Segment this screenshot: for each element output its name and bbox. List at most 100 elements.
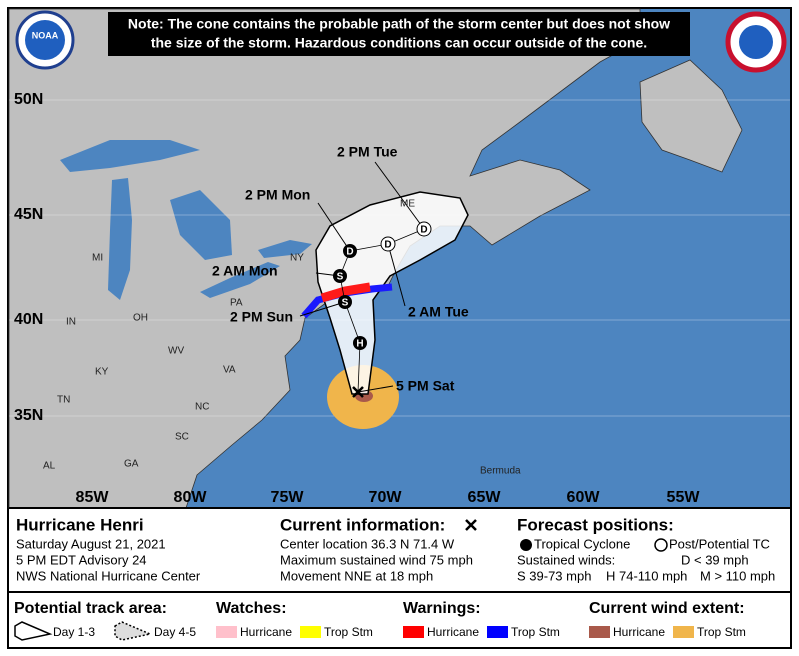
day13-icon <box>14 621 53 641</box>
point-marker <box>333 269 347 283</box>
noaa-logo-inner <box>25 20 65 60</box>
point-marker <box>338 295 352 309</box>
region-label: ME <box>400 199 415 210</box>
longitude-label: 60W <box>567 489 601 506</box>
region-label: GA <box>124 459 139 470</box>
legend-item: Hurricane <box>613 625 665 639</box>
storm-name: Hurricane Henri <box>16 515 144 534</box>
wind-class: S 39-73 mph <box>517 568 591 583</box>
note-box <box>108 12 690 56</box>
storm-info: 5 PM EDT Advisory 24 <box>16 552 147 567</box>
legend-heading: Current wind extent: <box>589 600 745 617</box>
swatch <box>216 626 237 638</box>
region-label: KY <box>95 367 109 378</box>
longitude-label: 70W <box>369 489 403 506</box>
swatch <box>300 626 321 638</box>
swatch <box>589 626 610 638</box>
current-heading: Current information: <box>280 515 445 534</box>
legend-heading: Watches: <box>216 600 287 617</box>
legend-item: Trop Stm <box>511 625 560 639</box>
region-label: SC <box>175 432 189 443</box>
day45-icon <box>114 621 153 641</box>
legend-item: Hurricane <box>427 625 479 639</box>
latitude-label: 50N <box>14 91 43 108</box>
point-label: S <box>342 298 349 309</box>
legend-item: Trop Stm <box>697 625 746 639</box>
region-label: AL <box>43 461 56 472</box>
hurricane-warning <box>320 282 371 303</box>
current-position <box>352 386 364 398</box>
newfoundland <box>639 59 743 173</box>
storm-info: Saturday August 21, 2021 <box>16 536 166 551</box>
legend-item: Day 4-5 <box>154 625 196 639</box>
leader-line <box>317 202 351 252</box>
forecast-info: Sustained winds: <box>517 552 615 567</box>
region-label: NC <box>195 402 209 413</box>
wind-class: D < 39 mph <box>681 552 749 567</box>
lake-ontario <box>258 240 312 258</box>
region-label: WV <box>168 346 184 357</box>
longitude-label: 75W <box>271 489 305 506</box>
forecast-info: Post/Potential TC <box>669 536 770 551</box>
forecast-heading: Forecast positions: <box>517 515 674 534</box>
region-label: IN <box>66 317 76 328</box>
region-label: NY <box>290 253 304 264</box>
wind-class: M > 110 mph <box>700 568 775 583</box>
time-label: 2 PM Tue <box>337 144 398 160</box>
note-text: the size of the storm. Hazardous conditi… <box>151 35 647 51</box>
region-label: TN <box>57 395 70 406</box>
time-label: 2 PM Mon <box>245 187 310 203</box>
legend-heading: Potential track area: <box>14 600 167 617</box>
time-label: 2 AM Tue <box>408 304 469 320</box>
current-info: Maximum sustained wind 75 mph <box>280 552 473 567</box>
point-marker <box>380 236 396 252</box>
longitude-label: 85W <box>76 489 110 506</box>
region-label: VA <box>223 365 236 376</box>
longitude-label: 80W <box>174 489 208 506</box>
legend-item: Day 1-3 <box>53 625 95 639</box>
latitude-label: 40N <box>14 311 43 328</box>
legend-item: Trop Stm <box>324 625 373 639</box>
leader-line <box>357 385 394 393</box>
forecast-info: Tropical Cyclone <box>534 536 630 551</box>
longitude-label: 65W <box>468 489 502 506</box>
swatch <box>673 626 694 638</box>
point-label: D <box>420 225 427 236</box>
noaa-logo-text: NOAA <box>32 30 59 40</box>
legend-heading: Warnings: <box>403 600 481 617</box>
post-icon <box>654 538 668 552</box>
point-label: H <box>356 339 363 350</box>
point-marker <box>353 336 367 350</box>
point-marker <box>416 221 432 237</box>
time-label: 2 AM Mon <box>212 263 278 279</box>
time-label: 5 PM Sat <box>396 378 455 394</box>
current-info: Center location 36.3 N 71.4 W <box>280 536 455 551</box>
point-marker <box>343 244 357 258</box>
region-label: MI <box>92 253 103 264</box>
current-icon <box>465 519 477 531</box>
time-label: 2 PM Sun <box>230 309 293 325</box>
storm-info: NWS National Hurricane Center <box>16 568 201 583</box>
lake-superior <box>60 140 200 172</box>
lake-erie <box>200 262 280 298</box>
lake-michigan <box>108 178 132 300</box>
longitude-label: 55W <box>667 489 701 506</box>
wind-class: H 74-110 mph <box>606 568 687 583</box>
latitude-label: 35N <box>14 407 43 424</box>
current-info: Movement NNE at 18 mph <box>280 568 433 583</box>
point-label: S <box>337 272 344 283</box>
note-text: Note: The cone contains the probable pat… <box>128 16 670 32</box>
latitude-label: 45N <box>14 206 43 223</box>
leader-line <box>299 301 346 317</box>
leader-line <box>374 161 425 230</box>
lake-huron <box>170 190 232 260</box>
point-label: D <box>384 240 391 251</box>
swatch <box>403 626 424 638</box>
swatch <box>487 626 508 638</box>
region-label: PA <box>230 298 243 309</box>
legend-item: Hurricane <box>240 625 292 639</box>
region-label: OH <box>133 313 148 324</box>
leader-line <box>387 243 406 307</box>
